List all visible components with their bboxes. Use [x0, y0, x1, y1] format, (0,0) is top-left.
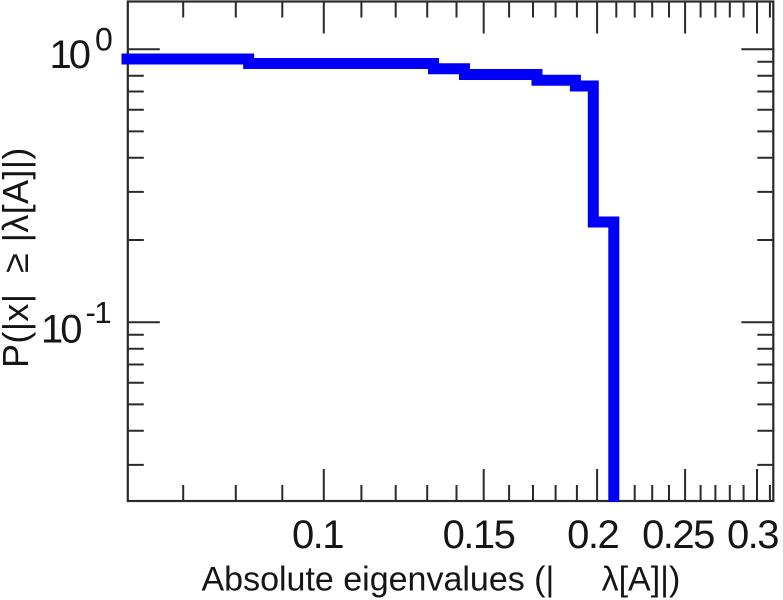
svg-text:10: 10: [50, 33, 90, 77]
svg-text:-1: -1: [86, 295, 111, 330]
svg-text:0.15: 0.15: [443, 513, 515, 557]
svg-text:10: 10: [41, 308, 81, 352]
svg-text:0.3: 0.3: [727, 513, 778, 557]
svg-text:0.1: 0.1: [292, 513, 343, 557]
svg-text:0.2: 0.2: [567, 513, 618, 557]
svg-text:0: 0: [95, 22, 113, 58]
svg-text:0.25: 0.25: [642, 513, 714, 557]
svg-text:Absolute eigenvalues (| λ[: Absolute eigenvalues (| λ[A]|): [202, 561, 681, 599]
svg-text:P(|x| ≥ |λ[A]|): P(|x| ≥ |λ[A]|): [0, 147, 36, 368]
